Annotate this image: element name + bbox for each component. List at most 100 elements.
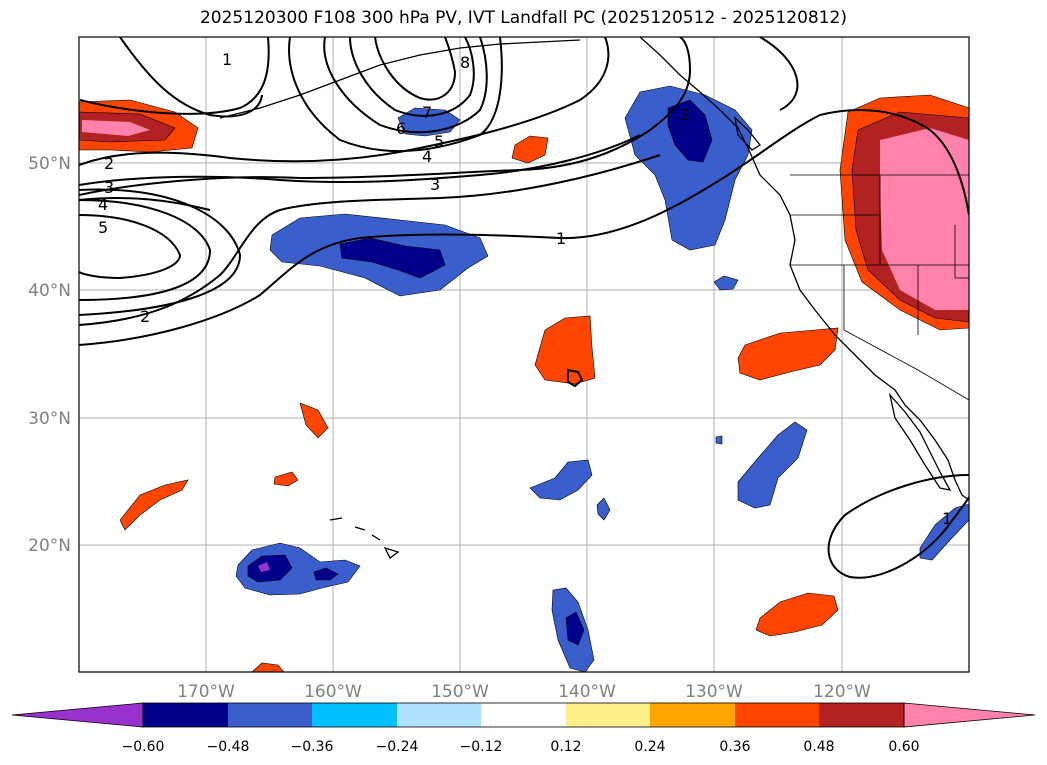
contour-label: 3 xyxy=(430,175,440,194)
pv-contour-4 xyxy=(323,37,488,134)
positive-region-central-pacific-east xyxy=(534,315,596,385)
colorbar-swatch xyxy=(819,703,904,727)
contour-label: 7 xyxy=(422,103,432,122)
positive-region-far-west-band xyxy=(119,479,189,531)
pv-contour-6 xyxy=(374,37,457,101)
colorbar-swatch xyxy=(143,703,228,727)
colorbar-tick-label: 0.36 xyxy=(719,739,750,755)
pv-contour-5-west xyxy=(79,214,182,280)
lon-tick-label: 170°W xyxy=(177,682,235,702)
map-plot-area: 1 2 3 4 5 6 7 8 2 3 4 5 1 2 1 xyxy=(79,37,969,672)
contour-label: 1 xyxy=(942,509,952,528)
contour-label: 2 xyxy=(680,105,690,124)
colorbar-tick-label: −0.12 xyxy=(460,739,503,755)
contour-label: 8 xyxy=(460,53,470,72)
pv-contour-2-west xyxy=(79,37,610,166)
lat-tick-label: 20°N xyxy=(28,536,71,556)
positive-region-southwest-small-2 xyxy=(273,471,299,487)
negative-core-southwest xyxy=(247,554,293,583)
colorbar-extend-low xyxy=(11,702,144,728)
pv-contour-2-north xyxy=(79,37,270,115)
positive-max-pnw-interior xyxy=(880,128,969,310)
colorbar-tick-label: −0.24 xyxy=(376,739,419,755)
colorbar-swatch xyxy=(566,703,650,727)
pv-contour-3-west-closed xyxy=(79,188,242,316)
pv-contour-labels: 1 2 3 4 5 6 7 8 2 3 4 5 1 2 1 xyxy=(98,50,952,528)
colorbar-swatch xyxy=(228,703,312,727)
negative-region-tiny-2 xyxy=(715,435,723,445)
contour-label: 1 xyxy=(556,229,566,248)
positive-region-california-offshore xyxy=(737,327,839,381)
colorbar-tick-label: 0.12 xyxy=(550,739,581,755)
contour-label: 4 xyxy=(98,195,108,214)
lat-tick-label: 50°N xyxy=(28,154,71,174)
pv-contour-1-long xyxy=(79,109,969,346)
contour-label: 5 xyxy=(98,218,108,237)
lat-tick-label: 30°N xyxy=(28,409,71,429)
negative-core-central-pacific xyxy=(339,237,446,279)
negative-core-gulf-of-alaska xyxy=(667,99,713,163)
contour-label: 5 xyxy=(434,132,444,151)
positive-region-southeast xyxy=(755,592,839,637)
colorbar-tick-label: −0.48 xyxy=(207,739,250,755)
negative-region-east-band xyxy=(737,421,808,509)
colorbar-swatch xyxy=(312,703,397,727)
baja-california xyxy=(888,392,952,491)
positive-region-edge-bottom xyxy=(251,662,285,672)
lon-tick-label: 150°W xyxy=(431,682,489,702)
contour-label: 1 xyxy=(222,50,232,69)
pv-contour-1-east-top xyxy=(759,37,799,111)
pv-contour-2-south xyxy=(79,154,661,326)
colorbar: −0.60 −0.48 −0.36 −0.24 −0.12 0.12 0.24 … xyxy=(11,702,1036,755)
pv-contour-5 xyxy=(349,37,475,117)
colorbar-tick-label: 0.48 xyxy=(803,739,834,755)
negative-region-central-small xyxy=(529,459,593,501)
state-borders xyxy=(790,174,969,401)
contour-label: 3 xyxy=(104,178,114,197)
negative-region-gulf-of-alaska xyxy=(624,85,753,251)
colorbar-tick-label: 0.60 xyxy=(888,739,919,755)
pv-contour-4-west-closed xyxy=(79,199,212,301)
negative-core-southwest-2 xyxy=(313,567,339,581)
pv-contour-small-loop xyxy=(567,368,584,388)
colorbar-tick-labels: −0.60 −0.48 −0.36 −0.24 −0.12 0.12 0.24 … xyxy=(122,739,920,755)
colorbar-tick-label: −0.60 xyxy=(122,739,165,755)
lon-tick-label: 160°W xyxy=(304,682,362,702)
contour-label: 2 xyxy=(104,154,114,173)
contour-label: 6 xyxy=(396,119,406,138)
pv-contours xyxy=(79,37,969,579)
lon-tick-label: 140°W xyxy=(558,682,616,702)
map-frame xyxy=(78,36,970,673)
north-america-coastline xyxy=(639,37,969,501)
latitude-tick-labels: 50°N 40°N 30°N 20°N xyxy=(28,154,71,556)
pv-contour-3-mid xyxy=(79,134,641,186)
contour-label: 4 xyxy=(422,147,432,166)
lat-tick-label: 40°N xyxy=(28,281,71,301)
colorbar-extend-high xyxy=(903,702,1036,728)
lon-tick-label: 120°W xyxy=(813,682,871,702)
colorbar-tick-label: −0.36 xyxy=(291,739,334,755)
positive-max-nw-pacific xyxy=(82,120,150,136)
pv-contour-4-mid xyxy=(79,197,211,211)
vancouver-island xyxy=(734,116,761,151)
negative-core-south-central xyxy=(565,611,585,646)
hawaii-islands xyxy=(329,517,400,559)
negative-region-tiny-1 xyxy=(596,497,611,521)
contour-label: 2 xyxy=(140,307,150,326)
colorbar-swatch xyxy=(735,703,819,727)
aleutian-chain xyxy=(219,39,581,119)
pv-contour-1-southeast-loop xyxy=(827,474,969,579)
colorbar-tick-label: 0.24 xyxy=(634,739,665,755)
map-title: 2025120300 F108 300 hPa PV, IVT Landfall… xyxy=(199,8,847,28)
lon-tick-label: 130°W xyxy=(685,682,743,702)
colorbar-swatch xyxy=(481,703,566,727)
positive-region-southwest-small-1 xyxy=(299,402,329,439)
negative-min-southwest xyxy=(258,562,270,572)
colorbar-swatch xyxy=(397,703,481,727)
coastlines xyxy=(219,37,969,559)
longitude-tick-labels: 170°W 160°W 150°W 140°W 130°W 120°W xyxy=(177,682,871,702)
positive-region-gulf-of-alaska xyxy=(511,135,549,164)
negative-region-mid-east-small xyxy=(713,275,739,291)
colorbar-swatch xyxy=(650,703,735,727)
